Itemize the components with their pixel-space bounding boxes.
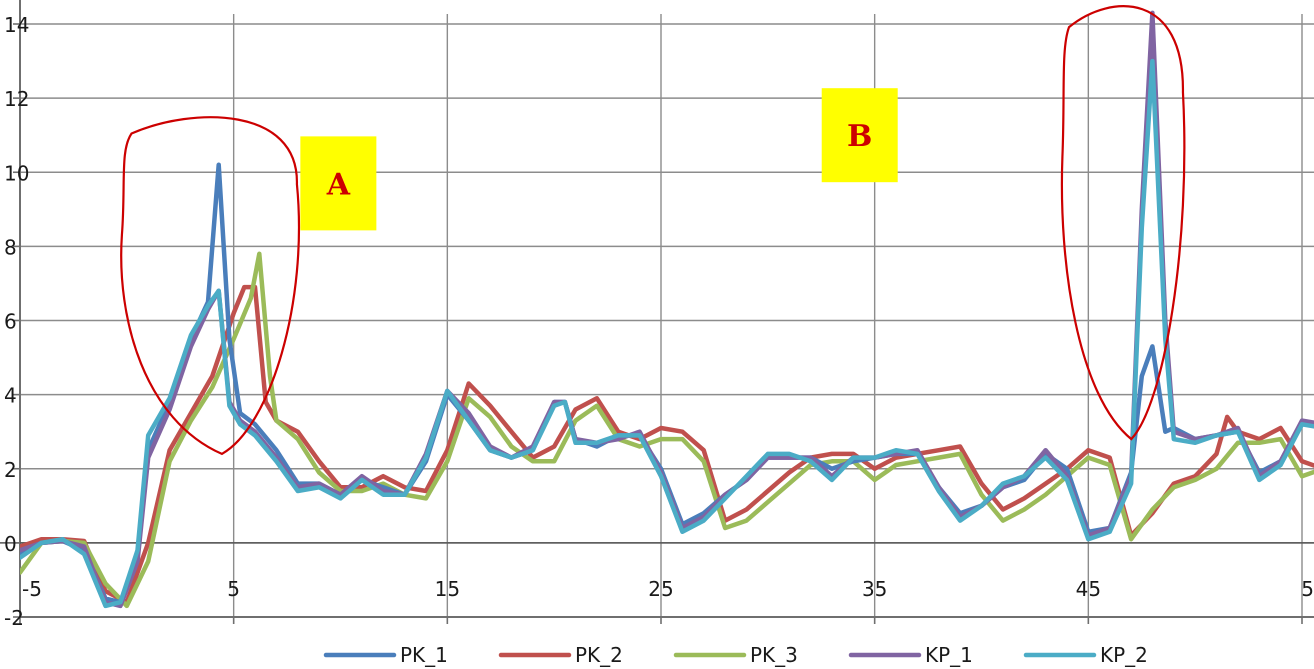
annotations: AB — [120, 5, 1186, 456]
y-tick-label: -2 — [4, 606, 24, 630]
grid-lines — [20, 14, 1314, 617]
y-tick-label: 12 — [4, 87, 29, 111]
series-lines — [20, 10, 1314, 609]
legend-label-PK_2: PK_2 — [575, 643, 623, 667]
legend: PK_1 PK_2 PK_3 KP_1 KP_2 — [323, 643, 1148, 667]
y-tick-label: 14 — [4, 13, 29, 37]
x-tick-label: -5 — [22, 577, 42, 601]
annotation-ring-A — [120, 116, 301, 456]
legend-label-KP_2: KP_2 — [1100, 643, 1148, 667]
legend-label-KP_1: KP_1 — [925, 643, 973, 667]
y-tick-label: 0 — [4, 532, 17, 556]
series-line-KP_1 — [20, 10, 1314, 609]
y-tick-label: 4 — [4, 384, 17, 408]
series-line-PK_2 — [20, 284, 1314, 605]
annotation-box-B — [821, 88, 898, 183]
x-tick-label: 5 — [227, 577, 240, 601]
legend-label-PK_1: PK_1 — [400, 643, 448, 667]
series-line-KP_2 — [20, 58, 1314, 609]
x-tick-label: 55 — [1301, 577, 1314, 601]
annotation-label-B: B — [847, 119, 872, 154]
annotation-ring-B — [1060, 5, 1186, 441]
annotation-label-A: A — [326, 167, 351, 202]
x-tick-label: 45 — [1076, 577, 1101, 601]
y-tick-labels: -2 0 2 4 6 8 10 12 14 — [4, 13, 29, 630]
series-line-PK_3 — [20, 251, 1314, 609]
y-tick-label: 8 — [4, 235, 17, 259]
x-tick-label: 15 — [435, 577, 460, 601]
y-tick-label: 10 — [4, 161, 29, 185]
y-tick-label: 2 — [4, 458, 17, 482]
x-tick-label: 25 — [648, 577, 673, 601]
axes — [0, 0, 1314, 624]
x-tick-label: 35 — [862, 577, 887, 601]
legend-label-PK_3: PK_3 — [750, 643, 798, 667]
annotation-box-A — [300, 136, 377, 231]
x-tick-labels: -5 5 15 25 35 45 55 — [22, 577, 1314, 601]
y-tick-label: 6 — [4, 310, 17, 334]
